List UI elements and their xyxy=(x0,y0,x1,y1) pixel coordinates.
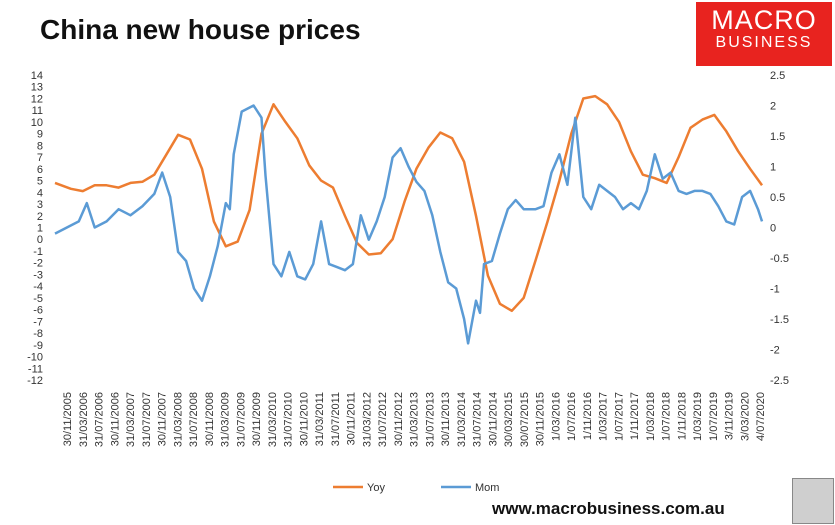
y-left-tick-label: 9 xyxy=(37,129,43,141)
y-left-tick-label: 5 xyxy=(37,176,43,188)
logo-line-1: MACRO xyxy=(711,5,817,35)
x-tick-label: 31/07/2013 xyxy=(424,392,436,447)
y-left-tick-label: 12 xyxy=(31,93,43,105)
series-line-mom xyxy=(54,104,764,345)
y-left-tick-label: 6 xyxy=(37,164,43,176)
y-right-tick-label: 0.5 xyxy=(770,192,785,204)
x-tick-label: 31/03/2008 xyxy=(172,392,184,447)
y-left-tick-label: 10 xyxy=(31,117,43,129)
x-tick-label: 1/11/2016 xyxy=(582,392,594,440)
x-tick-label: 1/03/2016 xyxy=(550,392,562,441)
x-tick-label: 31/07/2006 xyxy=(94,392,106,447)
y-right-tick-label: 0 xyxy=(770,223,776,235)
y-left-tick-label: 14 xyxy=(31,70,43,82)
y-right-tick-label: -1.5 xyxy=(770,314,789,326)
x-tick-label: 3/03/2020 xyxy=(739,392,751,441)
x-tick-label: 30/11/2012 xyxy=(393,392,405,446)
y-right-tick-label: -0.5 xyxy=(770,253,789,265)
y-left-tick-label: -9 xyxy=(33,340,43,352)
y-left-tick-label: 11 xyxy=(32,105,43,117)
y-left-tick-label: -5 xyxy=(33,293,43,305)
x-tick-label: 30/11/2013 xyxy=(440,392,452,446)
y-left-tick-label: -1 xyxy=(33,246,43,258)
y-left-tick-label: -3 xyxy=(33,269,43,281)
x-tick-label: 30/03/2015 xyxy=(503,392,515,447)
x-tick-label: 31/03/2011 xyxy=(314,392,326,446)
y-right-tick-label: 1 xyxy=(770,162,776,174)
y-left-tick-label: 13 xyxy=(31,82,43,94)
x-tick-label: 1/07/2016 xyxy=(566,392,578,441)
y-left-tick-label: -11 xyxy=(28,363,43,375)
x-tick-label: 30/11/2007 xyxy=(157,392,169,446)
x-tick-label: 1/07/2017 xyxy=(613,392,625,441)
wolf-logo-icon xyxy=(792,478,834,524)
x-tick-label: 31/07/2012 xyxy=(377,392,389,447)
x-tick-label: 30/11/2008 xyxy=(204,392,216,446)
x-tick-label: 30/11/2014 xyxy=(487,392,499,446)
y-left-tick-label: -7 xyxy=(33,316,43,328)
website-url: www.macrobusiness.com.au xyxy=(492,499,725,518)
x-tick-label: 1/11/2017 xyxy=(629,392,641,440)
y-left-tick-label: 8 xyxy=(37,140,43,152)
x-tick-label: 31/03/2010 xyxy=(267,392,279,447)
x-tick-label: 4/07/2020 xyxy=(755,392,767,441)
y-right-tick-label: -2.5 xyxy=(770,375,789,387)
x-tick-label: 31/07/2008 xyxy=(188,392,200,447)
y-left-tick-label: 3 xyxy=(37,199,43,211)
x-tick-label: 1/07/2018 xyxy=(661,392,673,441)
x-tick-label: 31/03/2009 xyxy=(220,392,232,447)
x-tick-label: 31/03/2014 xyxy=(456,392,468,447)
y-right-tick-label: 2 xyxy=(770,101,776,113)
x-tick-label: 31/03/2013 xyxy=(409,392,421,447)
y-left-tick-label: 1 xyxy=(37,223,43,235)
y-right-tick-label: -2 xyxy=(770,345,780,357)
y-left-tick-label: -4 xyxy=(33,281,43,293)
y-right-tick-label: -1 xyxy=(770,284,780,296)
series-line-yoy xyxy=(54,94,764,313)
x-tick-label: 30/11/2005 xyxy=(62,392,74,446)
x-tick-label: 30/11/2009 xyxy=(251,392,263,446)
x-tick-label: 31/03/2006 xyxy=(78,392,90,447)
x-tick-label: 31/07/2011 xyxy=(330,392,342,446)
y-right-tick-label: 1.5 xyxy=(770,131,785,143)
x-tick-label: 31/07/2009 xyxy=(235,392,247,447)
x-tick-label: 1/03/2019 xyxy=(692,392,704,441)
y-left-tick-label: 0 xyxy=(37,234,43,246)
x-tick-label: 3/11/2019 xyxy=(724,392,736,440)
y-right-tick-label: 2.5 xyxy=(770,70,785,82)
x-tick-label: 30/11/2015 xyxy=(535,392,547,446)
y-left-tick-label: -12 xyxy=(27,375,43,387)
logo-line-2: BUSINESS xyxy=(715,34,813,51)
y-left-tick-label: -6 xyxy=(33,305,43,317)
x-tick-label: 31/03/2012 xyxy=(361,392,373,447)
x-tick-label: 31/07/2014 xyxy=(472,392,484,447)
x-tick-label: 31/07/2007 xyxy=(141,392,153,447)
legend-label-mom: Mom xyxy=(475,482,499,494)
y-left-tick-label: -8 xyxy=(33,328,43,340)
x-tick-label: 1/03/2018 xyxy=(645,392,657,441)
x-tick-label: 1/07/2019 xyxy=(708,392,720,441)
y-left-tick-label: 2 xyxy=(37,211,43,223)
y-left-tick-label: -10 xyxy=(27,352,43,364)
x-tick-label: 31/07/2010 xyxy=(283,392,295,447)
chart-title: China new house prices xyxy=(40,14,361,45)
x-tick-label: 30/11/2010 xyxy=(298,392,310,446)
x-tick-label: 30/07/2015 xyxy=(519,392,531,447)
y-left-tick-label: 4 xyxy=(37,187,43,199)
x-tick-label: 1/11/2018 xyxy=(676,392,688,440)
macrobusiness-logo: MACRO BUSINESS xyxy=(696,2,832,66)
legend-label-yoy: Yoy xyxy=(367,482,385,494)
y-left-tick-label: -2 xyxy=(33,258,43,270)
x-tick-label: 31/03/2007 xyxy=(125,392,137,447)
x-tick-label: 30/11/2006 xyxy=(109,392,121,446)
x-tick-label: 1/03/2017 xyxy=(598,392,610,441)
x-tick-label: 30/11/2011 xyxy=(346,392,358,445)
y-left-tick-label: 7 xyxy=(37,152,43,164)
